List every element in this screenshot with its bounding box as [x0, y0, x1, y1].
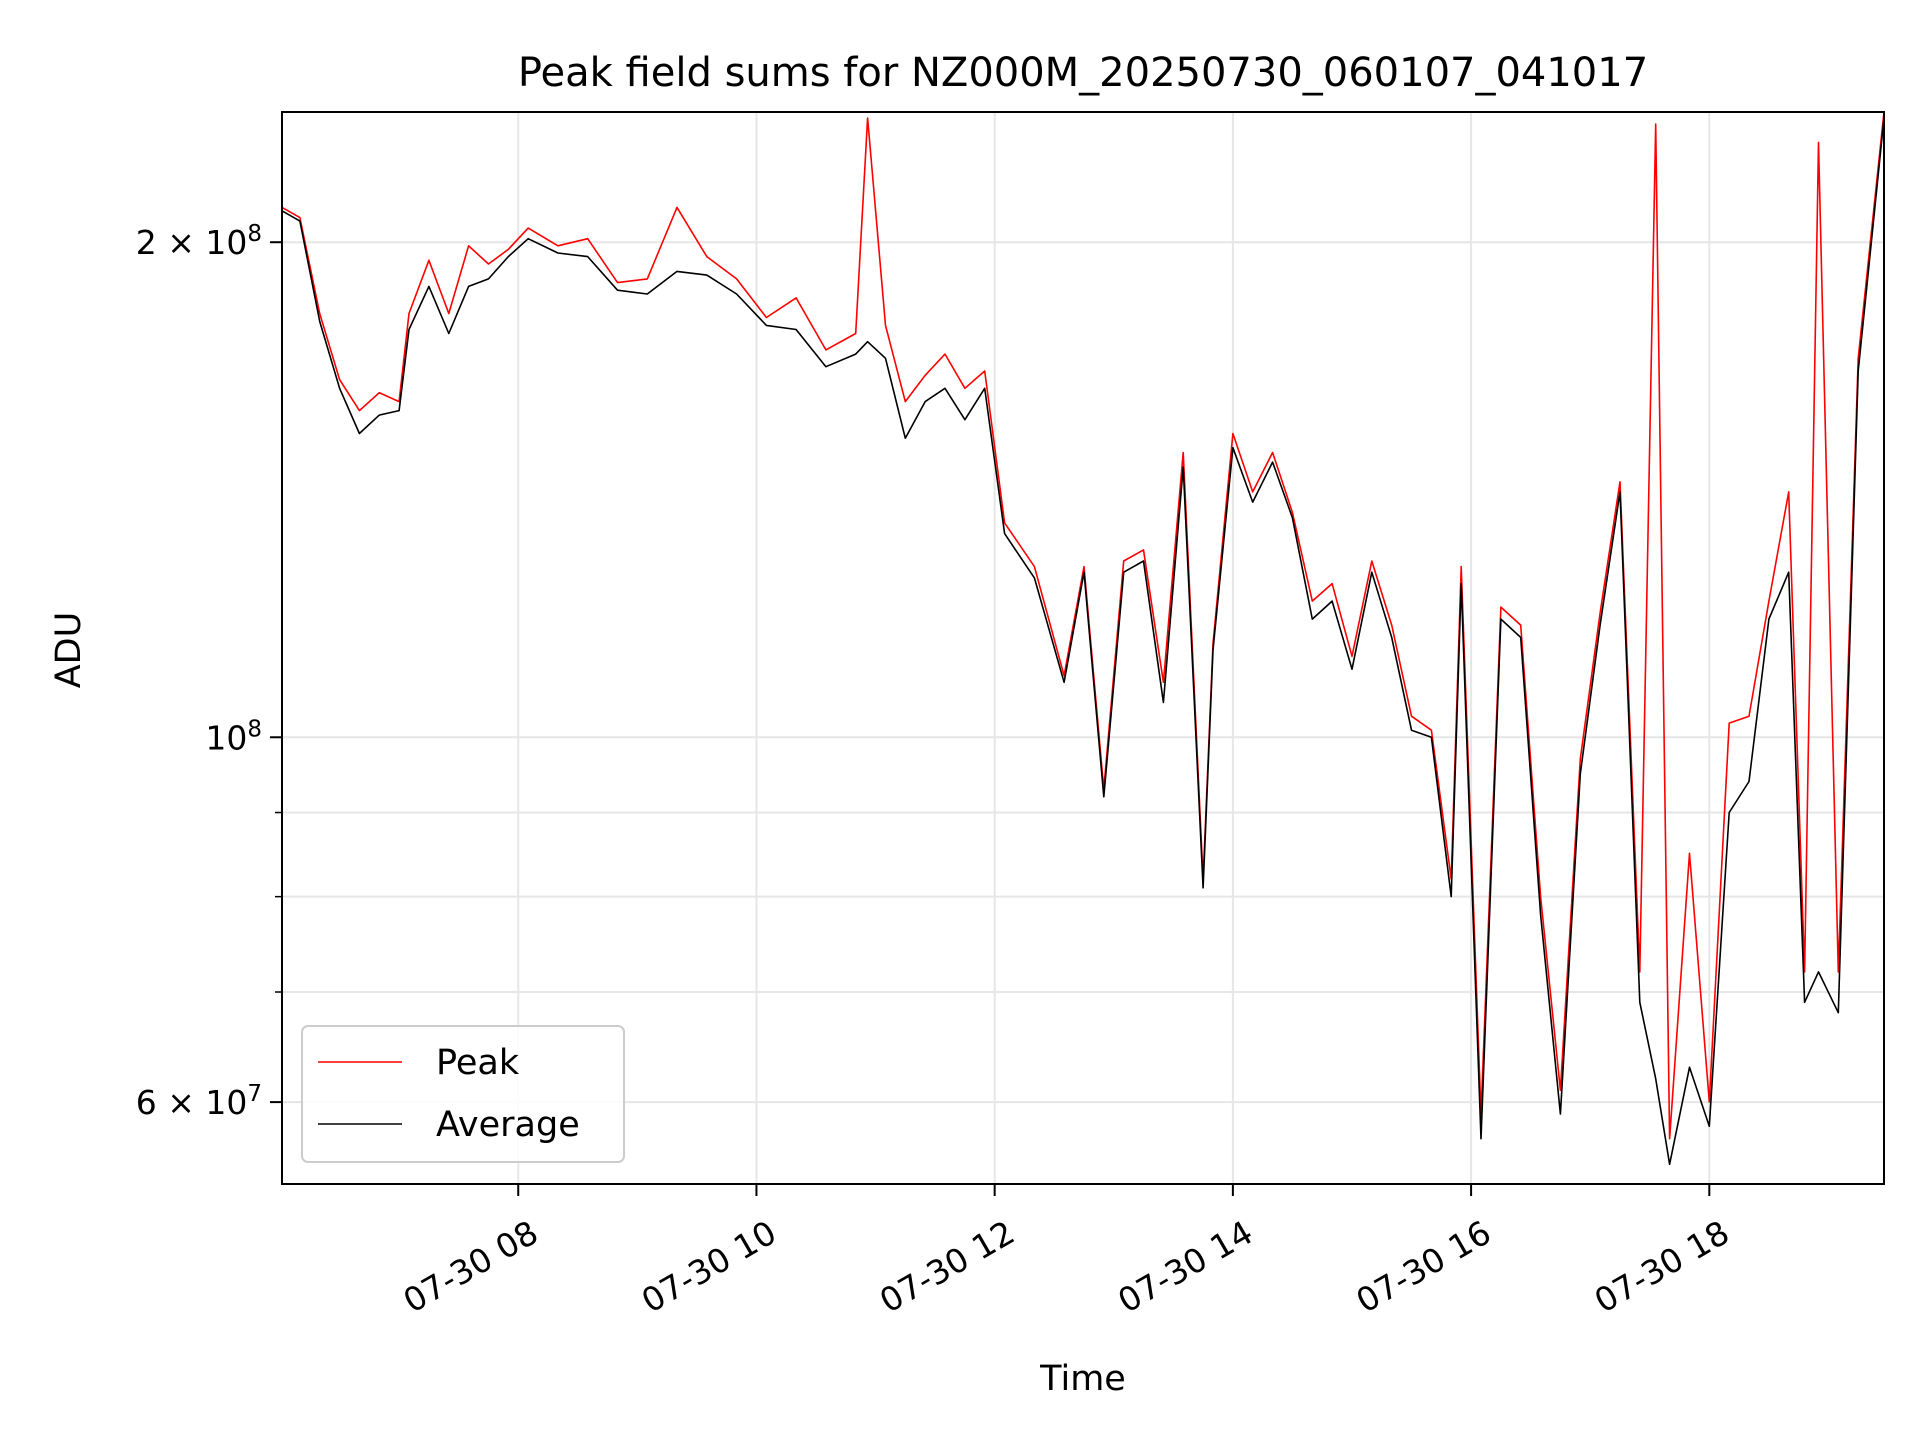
plot-frame	[281, 111, 1885, 1185]
y-axis-label: ADU	[49, 612, 89, 689]
series-average-line	[281, 117, 1885, 1166]
chart-title: Peak field sums for NZ000M_20250730_0601…	[518, 50, 1648, 96]
legend: Peak Average	[301, 1025, 625, 1163]
plot-area	[281, 111, 1885, 1166]
y-axis: 6 × 107 108 2 × 108	[136, 221, 282, 1122]
y-tick-label: 6 × 107	[136, 1081, 262, 1122]
series-peak-line	[281, 111, 1885, 1140]
grid	[282, 112, 1884, 1184]
y-tick-label: 2 × 108	[136, 221, 262, 262]
x-axis-label: Time	[1039, 1359, 1126, 1399]
legend-box	[301, 1025, 625, 1163]
legend-label-average: Average	[436, 1105, 580, 1145]
legend-label-peak: Peak	[436, 1043, 520, 1083]
y-tick-label: 108	[205, 716, 262, 757]
